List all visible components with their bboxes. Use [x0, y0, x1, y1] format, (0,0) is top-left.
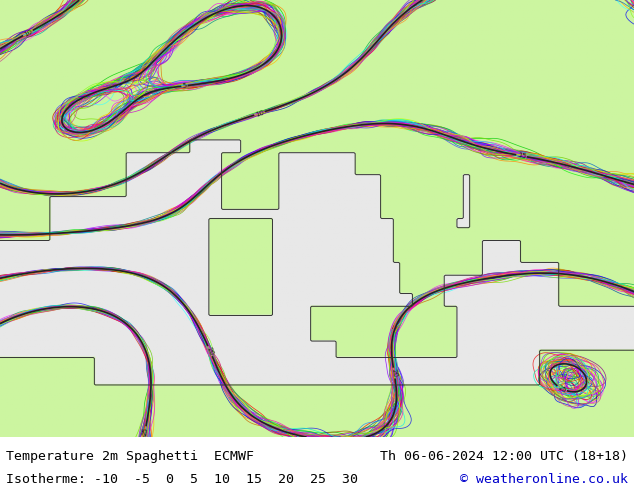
Text: 10: 10: [254, 109, 264, 118]
Text: 25: 25: [557, 384, 567, 393]
Text: Temperature 2m Spaghetti  ECMWF: Temperature 2m Spaghetti ECMWF: [6, 450, 254, 464]
Text: 20: 20: [391, 368, 398, 378]
Text: Th 06-06-2024 12:00 UTC (18+18): Th 06-06-2024 12:00 UTC (18+18): [380, 450, 628, 464]
Text: Isotherme: -10  -5  0  5  10  15  20  25  30: Isotherme: -10 -5 0 5 10 15 20 25 30: [6, 473, 358, 486]
Text: 25: 25: [141, 427, 149, 437]
Text: 15: 15: [517, 152, 526, 160]
Text: 10: 10: [23, 28, 34, 38]
Text: 5: 5: [182, 83, 187, 89]
Text: © weatheronline.co.uk: © weatheronline.co.uk: [460, 473, 628, 486]
Text: 20: 20: [205, 346, 214, 356]
